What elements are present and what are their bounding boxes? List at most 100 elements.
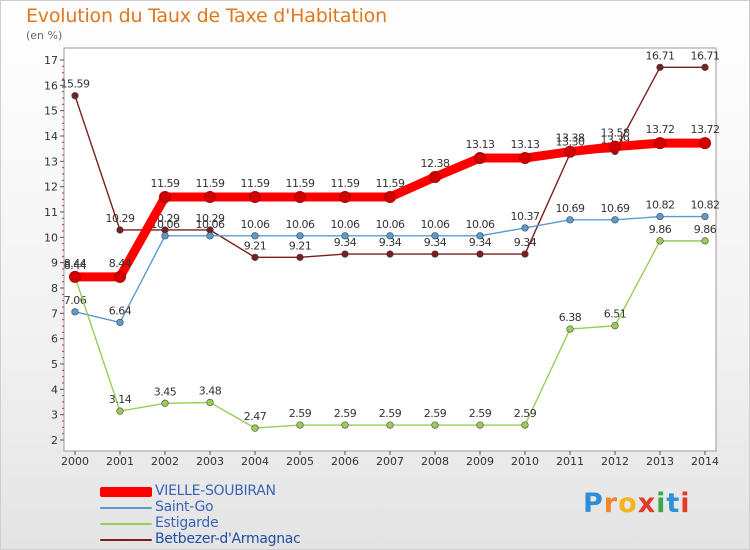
data-point-0: [384, 191, 396, 204]
legend-label: VIELLE-SOUBIRAN: [155, 483, 276, 499]
legend-label: Estigarde: [155, 515, 219, 531]
data-point-1: [476, 232, 484, 240]
data-label-2: 2.59: [424, 407, 447, 420]
legend-item: Betbezer-d'Armagnac: [100, 531, 360, 548]
data-label-3: 9.34: [514, 236, 537, 249]
data-point-1: [521, 224, 529, 232]
y-tick-label: 3: [51, 409, 58, 422]
data-point-0: [519, 152, 531, 165]
data-label-2: 9.86: [649, 223, 672, 236]
data-label-0: 13.38: [556, 132, 585, 145]
data-point-2: [431, 421, 439, 429]
y-tick-label: 10: [44, 231, 58, 244]
data-point-0: [159, 191, 171, 204]
data-label-0: 11.59: [241, 177, 270, 190]
data-point-3: [116, 226, 124, 234]
logo-letter: x: [637, 488, 657, 519]
x-tick-label: 2009: [466, 455, 494, 468]
legend-swatch: [100, 523, 152, 525]
chart-title: Evolution du Taux de Taxe d'Habitation: [26, 5, 387, 27]
x-tick-label: 2005: [286, 455, 314, 468]
data-label-2: 3.14: [109, 393, 132, 406]
data-point-3: [341, 250, 349, 258]
data-label-0: 13.72: [646, 123, 675, 136]
data-label-3: 15.59: [61, 78, 90, 91]
data-label-0: 13.58: [601, 127, 630, 140]
y-tick-label: 4: [51, 383, 58, 396]
data-point-2: [476, 421, 484, 429]
y-tick-label: 6: [51, 333, 58, 346]
data-label-0: 13.13: [511, 138, 540, 151]
x-tick-label: 2000: [61, 455, 89, 468]
x-tick-label: 2013: [646, 455, 674, 468]
data-label-1: 10.37: [511, 210, 540, 223]
data-point-2: [566, 325, 574, 333]
data-label-2: 2.59: [334, 407, 357, 420]
data-label-2: 3.45: [154, 385, 177, 398]
data-label-3: 9.34: [469, 236, 492, 249]
data-point-2: [521, 421, 529, 429]
legend-swatch: [100, 539, 152, 541]
data-point-0: [114, 270, 126, 283]
x-tick-label: 2012: [601, 455, 629, 468]
data-point-2: [386, 421, 394, 429]
y-tick-label: 9: [51, 257, 58, 270]
data-point-2: [206, 398, 214, 407]
legend-item: VIELLE-SOUBIRAN: [100, 483, 360, 500]
data-label-1: 10.69: [556, 202, 585, 215]
data-point-1: [161, 232, 169, 240]
y-tick-label: 8: [51, 282, 58, 295]
data-point-2: [701, 237, 709, 245]
data-label-3: 9.34: [424, 236, 447, 249]
data-label-3: 9.34: [334, 236, 357, 249]
legend-label: Saint-Go: [155, 499, 214, 515]
data-label-2: 9.86: [694, 223, 717, 236]
data-point-0: [654, 137, 666, 150]
data-label-0: 11.59: [286, 177, 315, 190]
data-label-1: 10.06: [466, 218, 495, 231]
data-point-1: [206, 232, 214, 240]
data-point-1: [611, 216, 619, 224]
logo-letter: o: [618, 488, 638, 519]
legend-label: Betbezer-d'Armagnac: [155, 531, 301, 547]
data-point-0: [564, 145, 576, 158]
data-point-0: [69, 270, 81, 283]
unit-label: (en %): [26, 29, 63, 42]
data-label-0: 8.44: [64, 257, 87, 270]
data-point-0: [699, 137, 711, 150]
y-tick-label: 7: [51, 307, 58, 320]
data-label-3: 10.29: [196, 212, 225, 225]
data-label-2: 2.59: [379, 407, 402, 420]
x-tick-label: 2007: [376, 455, 404, 468]
proxiti-logo: Proxiti: [583, 488, 691, 519]
logo-letter: r: [603, 488, 619, 519]
x-tick-label: 2002: [151, 455, 179, 468]
data-label-2: 2.59: [469, 407, 492, 420]
data-label-1: 10.82: [691, 199, 720, 212]
data-label-1: 10.06: [376, 218, 405, 231]
data-label-2: 2.59: [514, 407, 537, 420]
data-label-0: 11.59: [151, 177, 180, 190]
data-point-3: [701, 63, 709, 71]
data-point-2: [161, 399, 169, 407]
x-tick-label: 2010: [511, 455, 539, 468]
data-label-0: 13.13: [466, 138, 495, 151]
data-point-1: [701, 212, 709, 221]
data-point-1: [251, 232, 259, 240]
data-label-3: 16.71: [646, 49, 675, 62]
data-label-1: 6.64: [109, 304, 132, 317]
plot-area: [63, 47, 717, 452]
data-label-3: 9.21: [244, 239, 267, 252]
data-point-1: [341, 232, 349, 240]
data-point-1: [116, 318, 124, 327]
data-label-2: 2.47: [244, 410, 267, 423]
y-tick-label: 16: [44, 79, 58, 92]
data-point-3: [431, 250, 439, 258]
data-label-0: 11.59: [196, 177, 225, 190]
data-label-2: 2.59: [289, 407, 312, 420]
y-tick-label: 2: [51, 434, 58, 447]
x-tick-label: 2014: [691, 455, 719, 468]
data-label-1: 10.06: [286, 218, 315, 231]
y-tick-label: 17: [44, 54, 58, 67]
